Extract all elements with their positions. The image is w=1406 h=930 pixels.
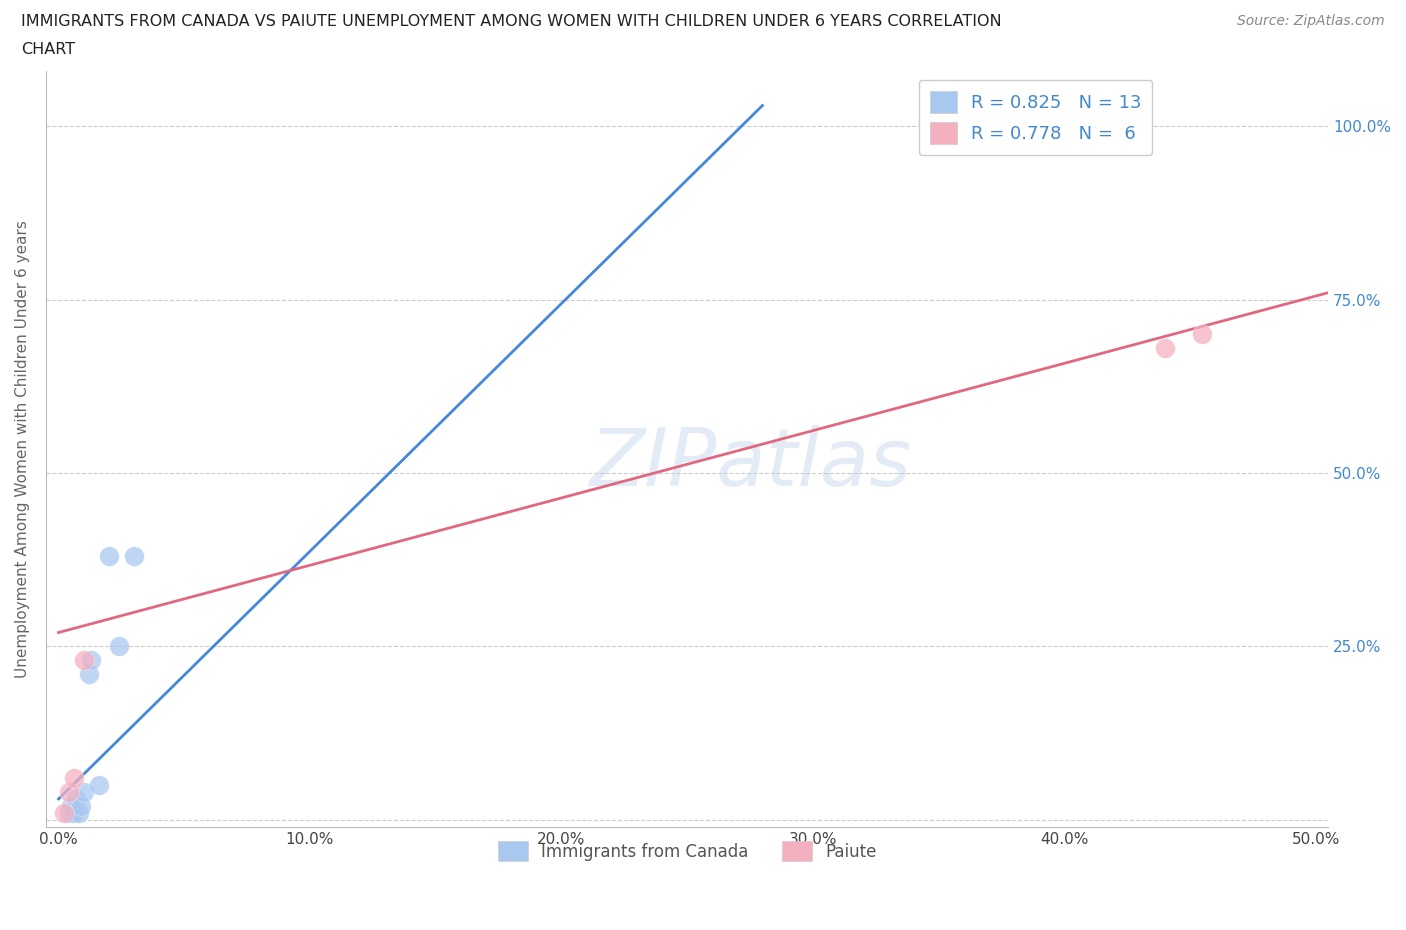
Point xyxy=(1191,326,1213,341)
Point xyxy=(80,653,103,668)
Point xyxy=(122,549,145,564)
Point xyxy=(67,805,90,820)
Text: Source: ZipAtlas.com: Source: ZipAtlas.com xyxy=(1237,14,1385,28)
Point xyxy=(62,805,84,820)
Text: CHART: CHART xyxy=(21,42,75,57)
Point xyxy=(97,549,120,564)
Text: IMMIGRANTS FROM CANADA VS PAIUTE UNEMPLOYMENT AMONG WOMEN WITH CHILDREN UNDER 6 : IMMIGRANTS FROM CANADA VS PAIUTE UNEMPLO… xyxy=(21,14,1001,29)
Point xyxy=(60,799,83,814)
Point xyxy=(73,785,96,800)
Point xyxy=(1153,340,1175,355)
Point xyxy=(108,639,131,654)
Point xyxy=(87,777,110,792)
Point xyxy=(62,771,84,786)
Point xyxy=(73,653,96,668)
Legend: Immigrants from Canada, Paiute: Immigrants from Canada, Paiute xyxy=(488,830,886,871)
Point xyxy=(77,667,100,682)
Point xyxy=(70,799,93,814)
Point xyxy=(58,805,80,820)
Point xyxy=(65,791,87,806)
Y-axis label: Unemployment Among Women with Children Under 6 years: Unemployment Among Women with Children U… xyxy=(15,219,30,678)
Point xyxy=(58,785,80,800)
Text: ZIPatlas: ZIPatlas xyxy=(591,425,912,503)
Point xyxy=(52,805,75,820)
